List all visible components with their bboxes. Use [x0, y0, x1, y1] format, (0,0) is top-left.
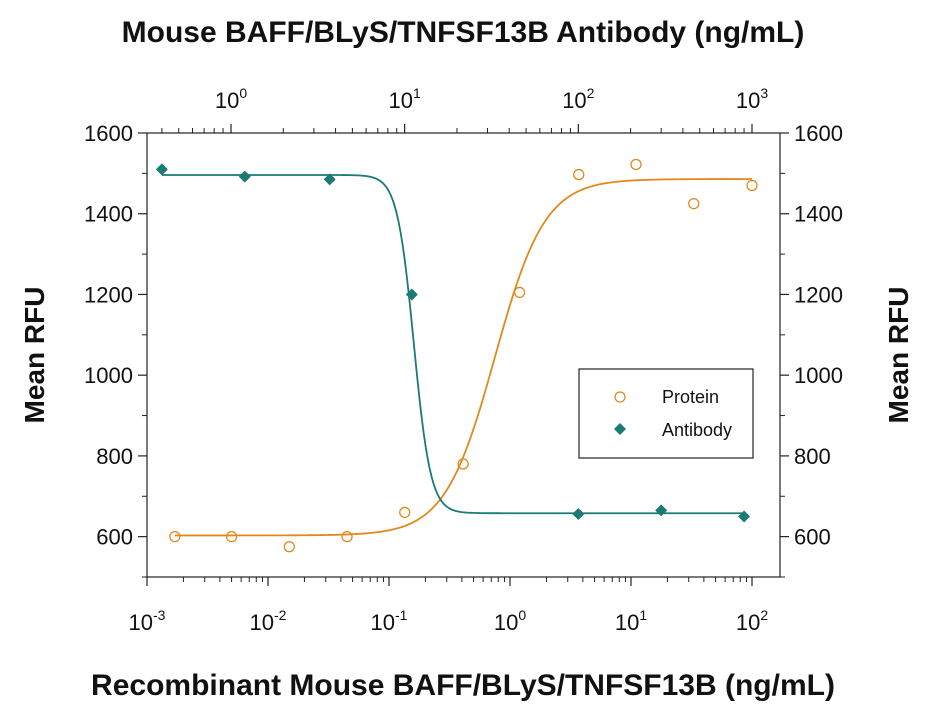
left-tick-label: 1600: [84, 121, 133, 146]
antibody-point: [238, 170, 251, 183]
right-axis: 600 800 1000 1200 1400 1600: [780, 121, 843, 578]
legend: Protein Antibody: [578, 368, 754, 459]
protein-point: [225, 530, 238, 543]
antibody-point: [323, 173, 336, 186]
protein-point: [283, 541, 295, 553]
right-tick-label: 600: [794, 525, 831, 550]
left-axis-title: Mean RFU: [19, 287, 50, 424]
right-tick-label: 1400: [794, 202, 843, 227]
left-tick-label: 600: [96, 525, 133, 550]
legend-antibody-label: Antibody: [662, 420, 732, 440]
plot-frame: [146, 132, 781, 578]
top-tick-label: 102: [562, 85, 594, 113]
antibody-point: [655, 504, 668, 517]
top-tick-label: 101: [389, 85, 421, 113]
right-tick-label: 1000: [794, 363, 843, 388]
protein-point: [573, 168, 585, 181]
right-tick-label: 1600: [794, 121, 843, 146]
left-axis: 600 800 1000 1200 1400 1600: [84, 121, 147, 578]
protein-point: [513, 286, 526, 299]
protein-fit-curve: [174, 178, 752, 537]
left-tick-label: 1200: [84, 282, 133, 307]
bottom-tick-label: 10-2: [250, 607, 287, 635]
bottom-tick-label: 102: [736, 607, 768, 635]
right-tick-label: 1200: [794, 282, 843, 307]
protein-point: [341, 530, 353, 543]
top-tick-label: 100: [215, 85, 247, 113]
antibody-point: [738, 510, 751, 523]
right-tick-label: 800: [794, 444, 831, 469]
antibody-point: [155, 163, 168, 176]
antibody-point: [572, 508, 585, 521]
bottom-tick-label: 10-3: [129, 607, 166, 635]
right-axis-title: Mean RFU: [883, 287, 914, 424]
left-tick-label: 1000: [84, 363, 133, 388]
bottom-tick-label: 100: [494, 607, 526, 635]
top-axis-title: Mouse BAFF/BLyS/TNFSF13B Antibody (ng/mL…: [122, 16, 805, 49]
legend-antibody-marker: [614, 423, 626, 435]
data-points: [155, 158, 758, 553]
left-tick-label: 800: [96, 444, 133, 469]
bottom-tick-label: 101: [615, 607, 647, 635]
legend-protein-marker: [614, 391, 626, 403]
top-tick-label: 103: [736, 85, 768, 113]
legend-box: [578, 368, 754, 459]
protein-point: [169, 530, 181, 543]
protein-point: [399, 506, 411, 519]
bottom-axis-title: Recombinant Mouse BAFF/BLyS/TNFSF13B (ng…: [91, 669, 835, 702]
antibody-fit-curve: [161, 174, 745, 515]
protein-point: [688, 197, 700, 210]
left-tick-label: 1400: [84, 202, 133, 227]
bottom-axis: 10-3 10-2 10-1 100 101 102: [129, 577, 768, 635]
antibody-point: [405, 288, 418, 301]
bottom-tick-label: 10-1: [371, 607, 408, 635]
protein-point: [746, 179, 758, 192]
fit-curves: [161, 174, 752, 537]
protein-point: [457, 458, 469, 470]
protein-point: [630, 158, 642, 171]
top-axis: 100 101 102 103: [161, 85, 768, 133]
legend-protein-label: Protein: [662, 387, 719, 407]
